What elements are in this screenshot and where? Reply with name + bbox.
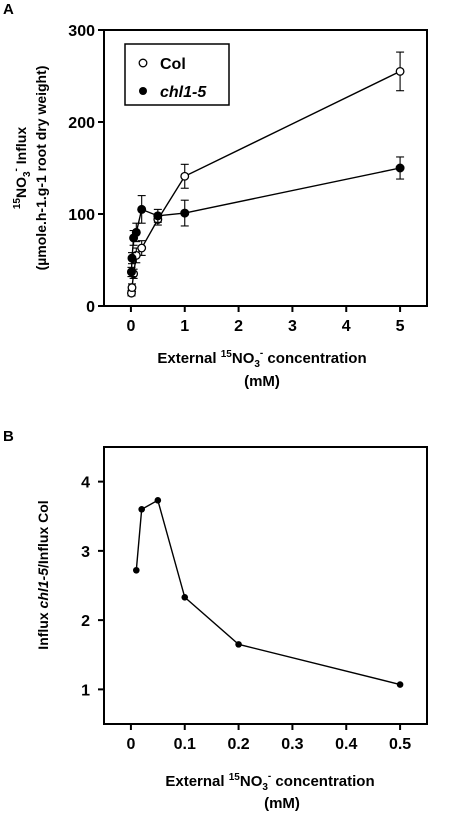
x-tick-label: 4 [342, 318, 351, 335]
data-point [138, 506, 145, 513]
data-point [235, 641, 242, 648]
panel-a-marks [126, 51, 405, 298]
panel-a-x-axis-label-line1: External 15NO3- concentration [157, 348, 366, 370]
panel-b-plot-frame [103, 446, 428, 725]
panel-b-y-axis-label: Influx chl1-5/Influx Col [35, 500, 51, 649]
panel-b-x-axis: 0 0.1 0.2 0.3 0.4 0.5 [126, 724, 411, 753]
x-tick-label: 0.1 [174, 736, 196, 753]
data-point-chl1-5 [395, 163, 405, 173]
panel-b-x-axis-label-line2: (mM) [264, 795, 300, 812]
data-point-chl1-5 [127, 253, 137, 263]
y-tick-label: 1 [81, 682, 90, 699]
data-point-chl1-5 [153, 211, 163, 221]
x-tick-label: 1 [180, 318, 189, 335]
x-tick-label: 0.2 [227, 736, 249, 753]
x-tick-label: 0 [126, 736, 135, 753]
data-point-Col [137, 243, 147, 253]
data-point-chl1-5 [180, 208, 190, 218]
x-tick-label: 0.3 [281, 736, 303, 753]
legend-marker-chl1-5 [139, 87, 147, 95]
panel-b: B 1 2 3 4 0 0.1 0.2 0.3 0.4 0.5 Influx chl1-5/In… [3, 428, 428, 812]
panel-b-letter: B [3, 428, 14, 445]
data-point [133, 566, 140, 574]
panel-a-y-axis: 0 100 200 300 [68, 23, 104, 316]
data-point [154, 497, 162, 504]
legend-label-chl1-5: chl1-5 [160, 84, 207, 101]
x-tick-label: 3 [288, 318, 297, 335]
y-tick-label: 200 [68, 115, 95, 132]
panel-b-marks [133, 497, 404, 688]
panel-a-y-axis-label-line2: (µmole.h-1.g-1 root dry weight) [33, 66, 49, 271]
panel-b-y-axis: 1 2 3 4 [81, 475, 104, 699]
y-tick-label: 100 [68, 207, 95, 224]
panel-a-y-axis-label-line1: 15NO3- Influx [11, 127, 33, 209]
data-point-Col [127, 283, 137, 293]
data-point-chl1-5 [137, 204, 147, 214]
panel-a-plot-frame [103, 29, 428, 307]
panel-a-letter: A [3, 1, 14, 18]
series-line-chl1-5 [130, 167, 401, 272]
data-point-chl1-5 [131, 227, 141, 237]
y-tick-label: 4 [81, 475, 90, 492]
panel-a-x-axis-label-line2: (mM) [244, 373, 280, 390]
legend-marker-col [138, 58, 148, 68]
y-tick-label: 2 [81, 613, 90, 630]
x-tick-label: 0.4 [335, 736, 357, 753]
x-tick-label: 2 [234, 318, 243, 335]
ratio-line [135, 499, 401, 686]
x-tick-label: 5 [396, 318, 405, 335]
y-tick-label: 3 [81, 544, 90, 561]
data-point-Col [180, 171, 190, 181]
panel-a-x-axis: 0 1 2 3 4 5 [126, 306, 405, 335]
data-point [396, 681, 404, 688]
x-tick-label: 0 [126, 318, 135, 335]
y-tick-label: 300 [68, 23, 95, 40]
data-point [181, 593, 189, 601]
panel-b-x-axis-label-line1: External 15NO3- concentration [165, 771, 374, 793]
panel-a-legend: Col chl1-5 [124, 43, 230, 106]
data-point-chl1-5 [126, 267, 136, 277]
x-tick-label: 0.5 [389, 736, 411, 753]
y-tick-label: 0 [86, 299, 95, 316]
legend-label-col: Col [160, 56, 186, 73]
panel-a: A 0 100 200 300 0 1 2 3 4 5 Col chl1-5 15NO3- In… [3, 1, 428, 390]
data-point-Col [395, 66, 405, 76]
